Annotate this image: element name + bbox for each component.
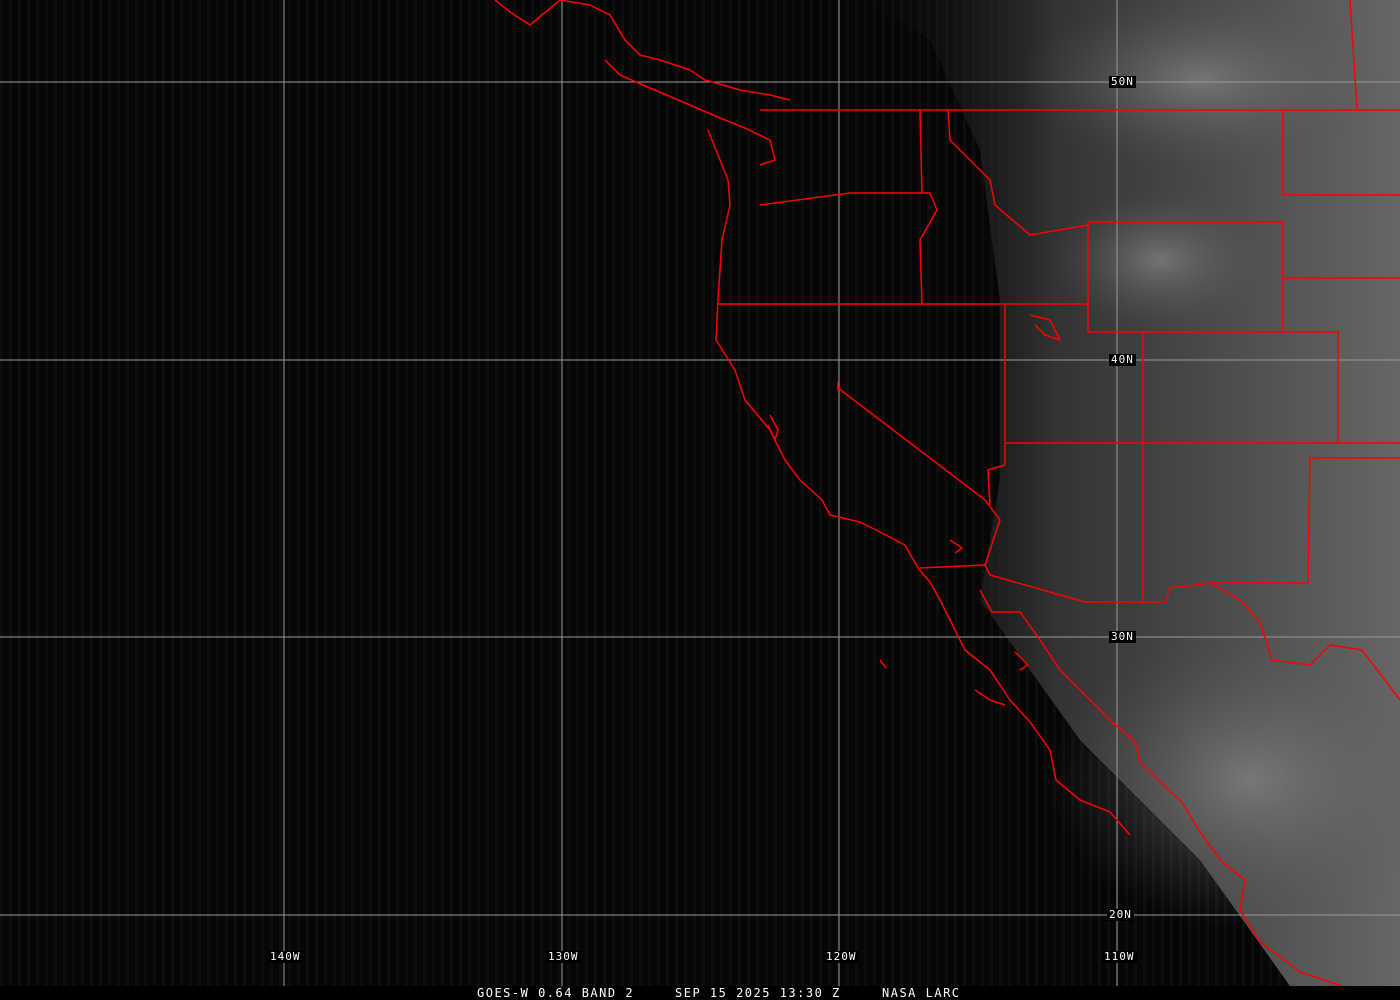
image-caption: GOES-W 0.64 BAND 2 SEP 15 2025 13:30 Z N… [0,986,1400,1000]
idaho-border [947,109,1089,236]
lat-label-40n: 40N [1109,353,1136,366]
source: NASA LARC [882,986,961,1000]
lon-label-120w: 120W [824,950,859,963]
coastline-bc [494,0,791,101]
lat-label-30n: 30N [1109,630,1136,643]
timestamp: SEP 15 2025 13:30 Z [675,986,841,1000]
lon-label-140w: 140W [268,950,303,963]
gulf-coast [979,589,1361,993]
satellite-band: GOES-W 0.64 BAND 2 [477,986,635,1000]
lat-label-20n: 20N [1107,908,1134,921]
or-wa-border [759,192,938,305]
west-coast [707,129,1131,836]
lon-label-130w: 130W [546,950,581,963]
lon-label-110w: 110W [1102,950,1137,963]
boundaries [494,0,1400,993]
cloud-mass [1020,0,1380,170]
vancouver-island [604,59,776,166]
cloud-mass [1050,630,1400,930]
lat-label-50n: 50N [1109,75,1136,88]
ca-nv-border [837,387,1001,566]
mexico-border [919,564,1400,701]
cloud-mass [1050,190,1270,330]
